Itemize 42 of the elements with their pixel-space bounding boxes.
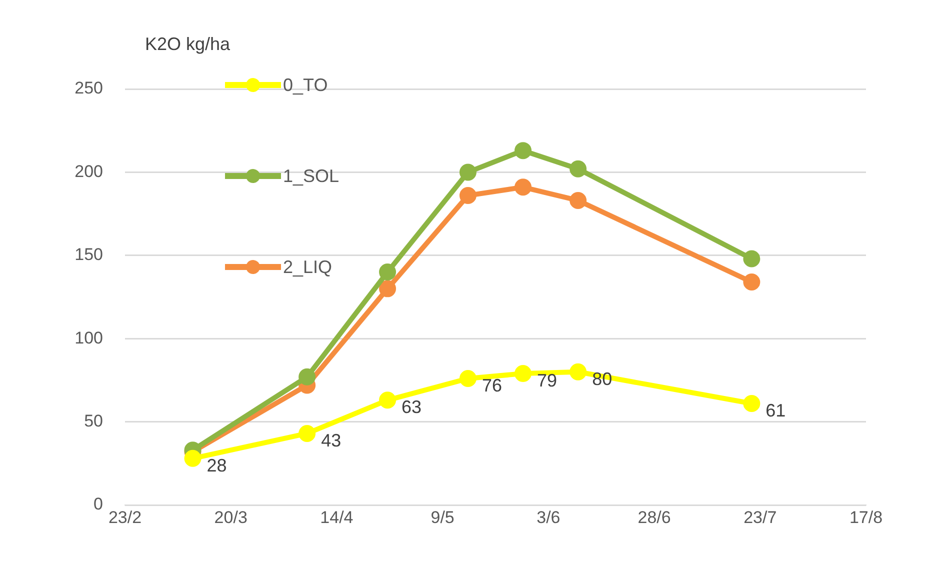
x-tick-label: 9/5 bbox=[430, 508, 454, 527]
y-tick-label: 200 bbox=[74, 162, 103, 181]
point bbox=[459, 370, 476, 388]
point bbox=[514, 365, 532, 382]
data-label: 28 bbox=[206, 455, 227, 476]
point bbox=[570, 363, 587, 380]
data-label: 79 bbox=[537, 370, 558, 391]
point bbox=[184, 450, 202, 467]
point bbox=[379, 280, 396, 298]
y-tick-label: 50 bbox=[84, 411, 103, 430]
x-tick-label: 14/4 bbox=[320, 508, 354, 527]
x-tick-label: 23/7 bbox=[744, 508, 777, 527]
legend-label: 1_SOL bbox=[283, 166, 340, 186]
point bbox=[459, 186, 476, 204]
legend-label: 2_LIQ bbox=[283, 256, 332, 278]
point bbox=[743, 250, 760, 268]
point bbox=[570, 160, 587, 178]
point bbox=[379, 264, 396, 281]
y-axis-title: K2O kg/ha bbox=[145, 34, 230, 55]
data-label: 63 bbox=[402, 397, 422, 418]
legend-label: 0_TO bbox=[283, 74, 328, 96]
y-tick-label: 250 bbox=[74, 78, 103, 98]
x-tick-label: 17/8 bbox=[849, 508, 883, 527]
y-tick-label: 150 bbox=[74, 245, 103, 264]
y-tick-label: 100 bbox=[74, 328, 103, 348]
point bbox=[298, 368, 316, 386]
point bbox=[459, 164, 476, 181]
point bbox=[743, 394, 760, 412]
y-tick-label: 0 bbox=[94, 494, 103, 514]
point bbox=[743, 274, 760, 291]
data-label: 43 bbox=[321, 430, 342, 450]
point bbox=[570, 192, 587, 209]
data-label: 61 bbox=[766, 400, 786, 420]
x-tick-label: 28/6 bbox=[638, 508, 671, 527]
x-tick-label: 3/6 bbox=[536, 508, 560, 527]
data-label: 76 bbox=[482, 376, 502, 396]
point bbox=[514, 142, 532, 160]
point bbox=[298, 424, 316, 442]
point bbox=[514, 178, 532, 196]
x-tick-label: 23/2 bbox=[108, 508, 142, 527]
x-tick-label: 20/3 bbox=[214, 508, 248, 527]
point bbox=[379, 392, 396, 409]
